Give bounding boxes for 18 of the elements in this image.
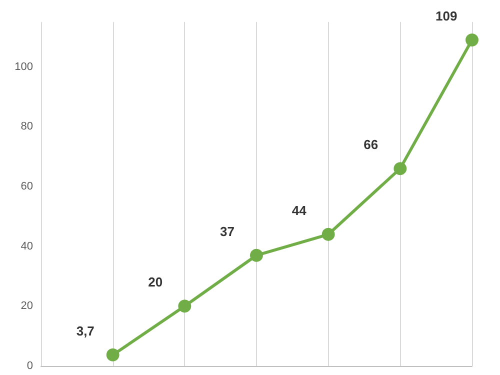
- point: [466, 33, 478, 46]
- point: [178, 300, 192, 313]
- y-tick-label: 0: [26, 360, 33, 372]
- point: [106, 348, 120, 362]
- data-label: 66: [364, 137, 378, 152]
- y-tick-label: 100: [14, 60, 33, 73]
- y-tick-label: 80: [20, 120, 33, 133]
- data-label: 37: [220, 224, 234, 239]
- data-label: 3,7: [76, 323, 94, 338]
- y-tick-label: 20: [20, 300, 33, 312]
- point: [394, 162, 407, 176]
- data-label: 44: [292, 202, 308, 218]
- data-label: 109: [436, 8, 458, 24]
- data-label: 20: [148, 274, 163, 290]
- point: [322, 228, 335, 241]
- point: [250, 248, 263, 262]
- y-tick-label: 40: [20, 240, 33, 252]
- y-tick-label: 60: [20, 180, 33, 193]
